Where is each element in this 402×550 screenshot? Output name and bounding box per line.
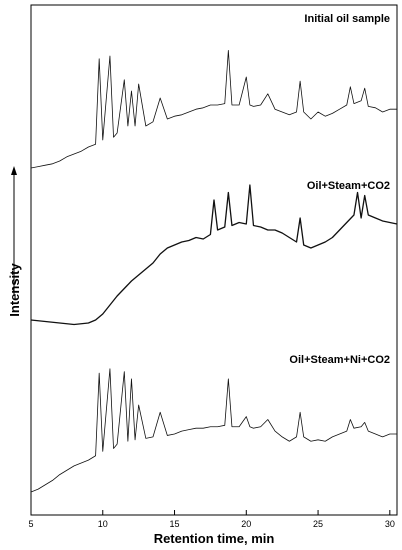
x-axis-label: Retention time, min [154, 531, 275, 546]
y-axis-arrow [11, 166, 17, 295]
trace-oil-steam-ni-co2 [30, 368, 397, 493]
traces-group [30, 50, 398, 493]
y-axis-label: Intensity [7, 263, 22, 317]
series-label-oil-steam-ni-co2: Oil+Steam+Ni+CO2 [289, 354, 390, 366]
plot-frame [30, 4, 398, 516]
x-tick-label: 20 [241, 519, 251, 529]
series-label-oil-steam-co2: Oil+Steam+CO2 [307, 180, 390, 192]
x-tick-label: 5 [28, 519, 33, 529]
series-label-initial-oil: Initial oil sample [304, 13, 390, 25]
x-ticks-group: 5 10 15 20 25 30 [28, 510, 395, 529]
x-tick-label: 10 [98, 519, 108, 529]
trace-initial-oil [30, 50, 397, 169]
x-tick-label: 30 [385, 519, 395, 529]
x-tick-label: 15 [170, 519, 180, 529]
x-tick-label: 25 [313, 519, 323, 529]
trace-oil-steam-co2 [30, 184, 398, 326]
